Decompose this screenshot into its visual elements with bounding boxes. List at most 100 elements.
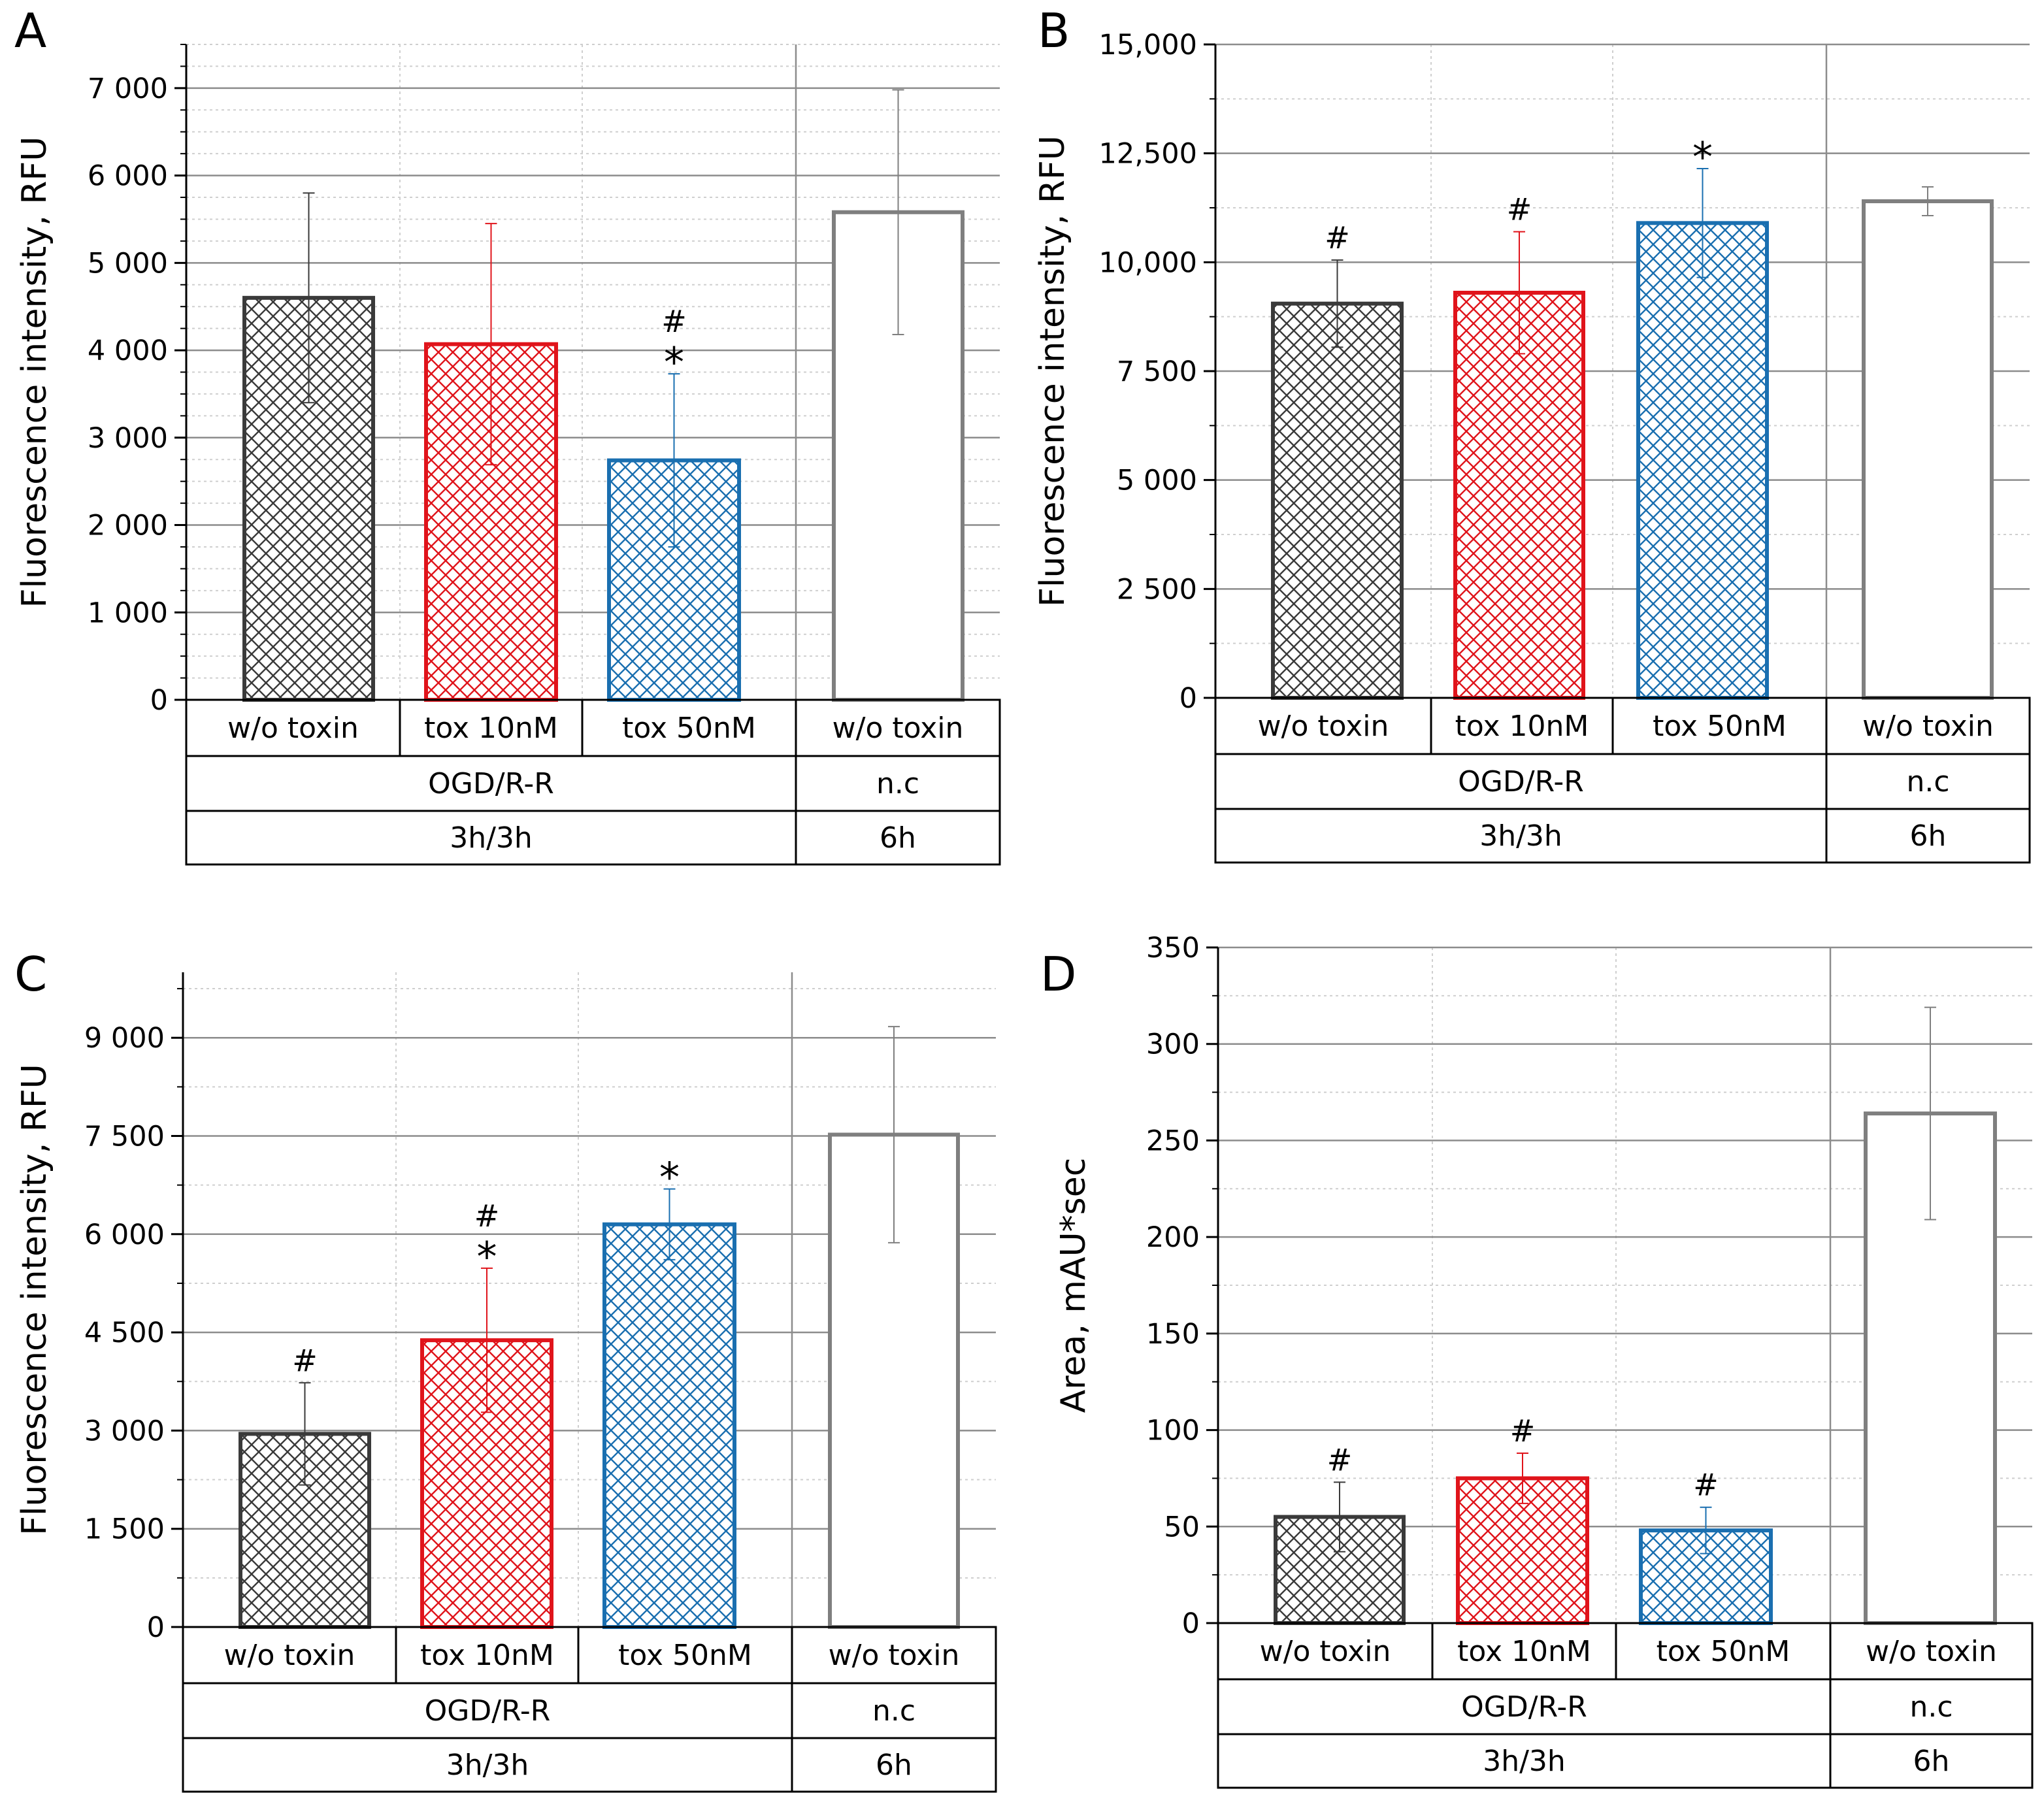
panel-d-chart: D 0 50 100 150 200 250 300 350 Area, mAU*sec # # # w/… bbox=[1040, 932, 2034, 1789]
group-label: n.c bbox=[876, 767, 919, 800]
y-tick-label: 350 bbox=[1146, 932, 1200, 964]
x-category-label: w/o toxin bbox=[1260, 1635, 1391, 1668]
panel-letter: D bbox=[1040, 947, 1076, 1002]
significance-star: * bbox=[477, 1233, 497, 1281]
error-bar bbox=[1924, 1006, 1936, 1221]
y-tick-label: 15,000 bbox=[1099, 29, 1197, 61]
category-table: w/o toxin tox 10nM tox 50nM w/o toxin OGD/R-… bbox=[1214, 697, 2031, 864]
group-label: OGD/R-R bbox=[425, 1694, 551, 1728]
time-label: 3h/3h bbox=[446, 1749, 529, 1782]
x-category-label: w/o toxin bbox=[1862, 710, 1994, 743]
panel-letter: A bbox=[14, 3, 46, 58]
x-category-label: w/o toxin bbox=[829, 1639, 960, 1672]
x-category-label: tox 50nM bbox=[1657, 1635, 1790, 1668]
y-tick-label: 10,000 bbox=[1099, 246, 1197, 279]
x-category-label: w/o toxin bbox=[1258, 710, 1389, 743]
bar bbox=[602, 1222, 736, 1629]
significance-hash: # bbox=[1693, 1468, 1719, 1503]
y-tick-label: 1 000 bbox=[88, 597, 168, 629]
y-tick-label: 0 bbox=[147, 1611, 165, 1644]
time-label: 6h bbox=[1910, 819, 1947, 853]
error-bar bbox=[1696, 168, 1709, 278]
group-label: n.c bbox=[872, 1694, 915, 1728]
error-bar bbox=[481, 1267, 493, 1413]
category-table: w/o toxin tox 10nM tox 50nM w/o toxin OGD/R-… bbox=[1217, 1622, 2034, 1789]
y-tick-label: 9 000 bbox=[84, 1022, 165, 1055]
error-bar bbox=[1331, 259, 1343, 348]
y-tick-label: 2 000 bbox=[88, 510, 168, 542]
table-border bbox=[1214, 697, 2031, 864]
table-border bbox=[185, 699, 1001, 866]
significance-hash: # bbox=[661, 304, 687, 339]
y-axis-title: Fluorescence intensity, RFU bbox=[15, 1064, 54, 1536]
error-bar bbox=[1334, 1481, 1345, 1553]
x-category-label: w/o toxin bbox=[224, 1639, 355, 1672]
y-tick-label: 250 bbox=[1146, 1125, 1200, 1157]
significance-hash: # bbox=[292, 1343, 318, 1378]
y-tick-label: 0 bbox=[150, 684, 168, 717]
time-label: 6h bbox=[1913, 1745, 1950, 1778]
error-bar bbox=[1700, 1506, 1712, 1554]
bar bbox=[1862, 199, 1994, 700]
x-category-label: tox 10nM bbox=[420, 1639, 554, 1672]
significance-hash: # bbox=[474, 1198, 500, 1234]
time-label: 6h bbox=[876, 1749, 912, 1782]
y-tick-label: 3 000 bbox=[84, 1415, 165, 1447]
y-tick-label: 0 bbox=[1182, 1607, 1200, 1640]
error-bar bbox=[668, 373, 680, 548]
x-category-label: tox 50nM bbox=[1653, 710, 1787, 743]
y-tick-label: 6 000 bbox=[88, 160, 168, 193]
y-tick-label: 2 500 bbox=[1117, 573, 1197, 606]
significance-hash: # bbox=[1510, 1413, 1536, 1449]
error-bar bbox=[888, 1026, 900, 1243]
error-bar bbox=[663, 1188, 676, 1260]
x-category-label: tox 10nM bbox=[424, 712, 558, 745]
error-bar bbox=[1513, 231, 1525, 355]
x-category-label: tox 10nM bbox=[1457, 1635, 1591, 1668]
y-tick-label: 0 bbox=[1179, 682, 1197, 715]
group-label: OGD/R-R bbox=[428, 767, 554, 800]
panel-letter: B bbox=[1038, 3, 1070, 58]
y-tick-label: 1 500 bbox=[84, 1513, 165, 1546]
bar bbox=[1271, 301, 1404, 700]
error-bar bbox=[303, 192, 315, 404]
panel-a-chart: A 0 1 000 2 000 3 000 4 000 5 000 6 000 7 000 Flu… bbox=[14, 3, 1001, 866]
time-label: 3h/3h bbox=[1479, 819, 1562, 853]
table-border bbox=[1217, 1622, 2034, 1789]
x-category-label: w/o toxin bbox=[832, 712, 964, 745]
significance-star: * bbox=[659, 1154, 680, 1202]
category-table: w/o toxin tox 10nM tox 50nM w/o toxin OGD/R-… bbox=[185, 699, 1001, 866]
group-label: n.c bbox=[1909, 1690, 1953, 1724]
x-category-label: w/o toxin bbox=[1866, 1635, 1997, 1668]
y-tick-label: 200 bbox=[1146, 1221, 1200, 1254]
group-label: OGD/R-R bbox=[1458, 765, 1584, 798]
x-category-label: w/o toxin bbox=[227, 712, 359, 745]
group-label: n.c bbox=[1906, 765, 1949, 798]
time-label: 6h bbox=[880, 821, 916, 855]
x-category-label: tox 10nM bbox=[1455, 710, 1589, 743]
y-tick-label: 100 bbox=[1146, 1415, 1200, 1447]
significance-star: * bbox=[1692, 133, 1713, 181]
y-tick-label: 5 000 bbox=[1117, 465, 1197, 497]
y-axis-title: Area, mAU*sec bbox=[1054, 1158, 1093, 1413]
panel-c-chart: C 0 1 500 3 000 4 500 6 000 7 500 9 000 Fluoresc… bbox=[14, 947, 997, 1793]
error-bar bbox=[1517, 1453, 1528, 1504]
category-table: w/o toxin tox 10nM tox 50nM w/o toxin OGD/R-… bbox=[182, 1626, 997, 1793]
error-bar bbox=[892, 89, 904, 335]
x-category-label: tox 50nM bbox=[618, 1639, 752, 1672]
significance-hash: # bbox=[1327, 1442, 1353, 1477]
bar bbox=[1636, 221, 1769, 700]
y-tick-label: 150 bbox=[1146, 1318, 1200, 1351]
y-tick-label: 7 500 bbox=[84, 1121, 165, 1153]
error-bar bbox=[299, 1382, 311, 1486]
panel-b-chart: B 0 2 500 5 000 7 500 10,000 12,500 15,000 Fluor… bbox=[1033, 3, 2031, 864]
error-bar bbox=[485, 223, 497, 466]
y-tick-label: 12,500 bbox=[1099, 138, 1197, 171]
y-tick-label: 7 000 bbox=[88, 73, 168, 105]
significance-hash: # bbox=[1325, 220, 1350, 255]
panel-letter: C bbox=[14, 947, 47, 1002]
y-tick-label: 300 bbox=[1146, 1028, 1200, 1061]
significance-hash: # bbox=[1507, 192, 1532, 227]
x-category-label: tox 50nM bbox=[622, 712, 756, 745]
y-tick-label: 7 500 bbox=[1117, 355, 1197, 388]
